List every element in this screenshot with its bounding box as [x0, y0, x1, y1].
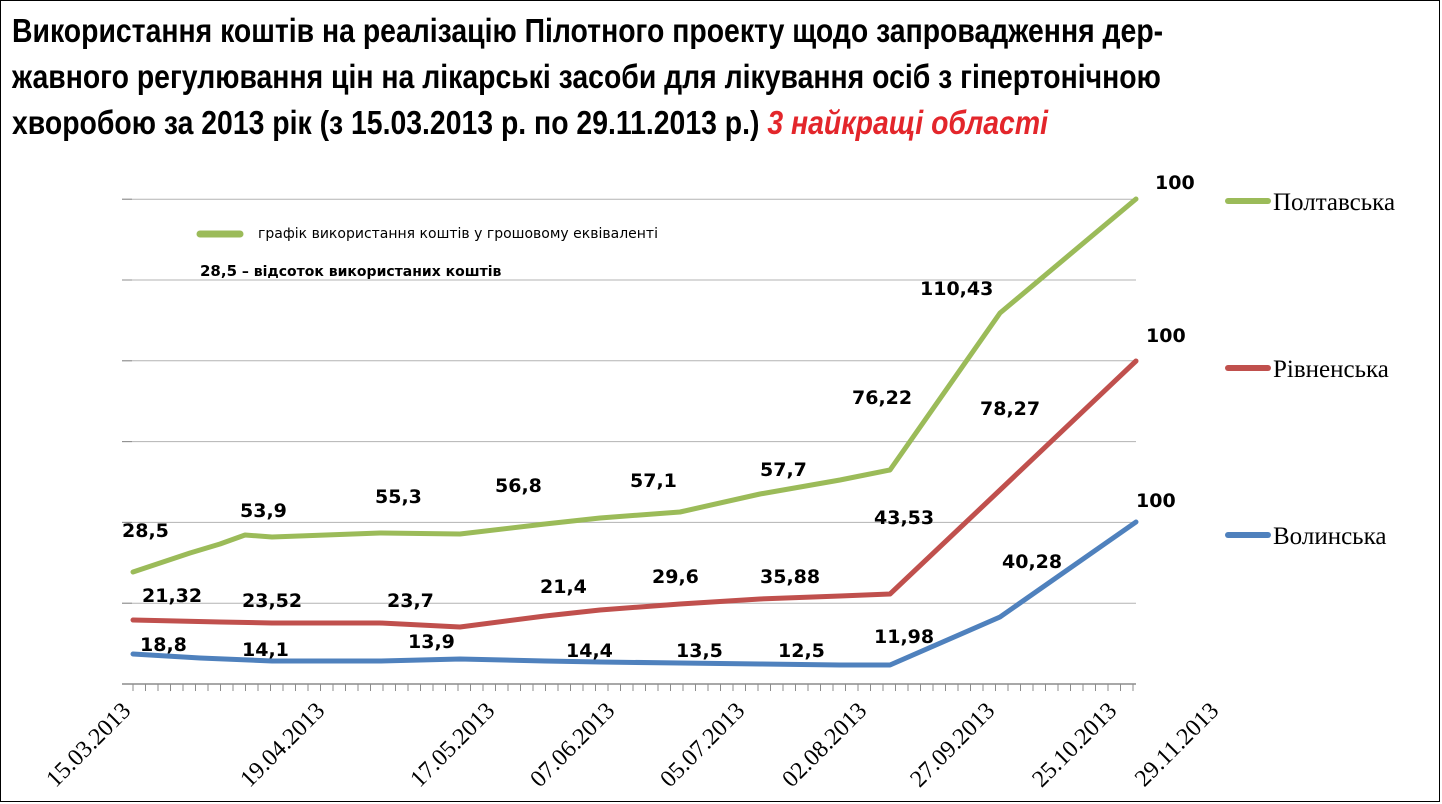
x-tick-labels: 15.03.2013 19.04.2013 17.05.2013 07.06.2013… [41, 698, 1224, 793]
data-label: 21,32 [142, 585, 202, 607]
legend: Полтавська Рівненська Волинська [1225, 189, 1395, 550]
title-line-3-text: хворобою за 2013 рік (з 15.03.2013 р. по… [12, 104, 768, 141]
note-value-text: – відсоток використаних коштів [237, 264, 502, 280]
data-label: 11,98 [874, 626, 934, 648]
data-label: 18,8 [140, 634, 187, 656]
data-label: 56,8 [495, 475, 542, 497]
title-highlight: 3 найкращі області [767, 104, 1048, 141]
chart-title: Використання коштів на реалізацію Пілотн… [12, 8, 1233, 146]
axes [122, 198, 1136, 691]
data-label: 28,5 [122, 520, 169, 542]
data-label: 12,5 [778, 640, 825, 662]
x-tick-label: 05.07.2013 [655, 698, 750, 793]
note-sample-number: 28,5 [200, 262, 237, 280]
data-label: 23,7 [387, 590, 434, 612]
note-series-text: графік використання коштів у грошовому е… [258, 226, 658, 242]
legend-label: Волинська [1273, 523, 1386, 550]
data-label: 23,52 [242, 590, 302, 612]
data-label: 53,9 [240, 500, 287, 522]
data-label: 110,43 [920, 278, 993, 300]
x-tick-label: 07.06.2013 [525, 698, 620, 793]
series-line-poltava [130, 196, 1139, 575]
x-tick-label: 27.09.2013 [905, 698, 1000, 793]
data-label: 21,4 [540, 576, 587, 598]
x-tick-label: 15.03.2013 [41, 698, 136, 793]
legend-label: Полтавська [1273, 189, 1395, 216]
data-labels: 28,5 53,9 55,3 56,8 57,1 57,7 76,22 110,43 100 21… [122, 172, 1195, 662]
data-label: 35,88 [760, 566, 820, 588]
data-label: 100 [1155, 172, 1195, 194]
data-label: 43,53 [874, 507, 934, 529]
x-tick-label: 17.05.2013 [405, 698, 500, 793]
data-label: 57,7 [760, 459, 807, 481]
data-label: 78,27 [980, 398, 1040, 420]
data-label: 57,1 [630, 470, 677, 492]
series-lines [130, 196, 1139, 668]
data-label: 13,9 [408, 631, 455, 653]
x-tick-label: 02.08.2013 [777, 698, 872, 793]
x-tick-label: 25.10.2013 [1027, 698, 1122, 793]
x-tick-label: 19.04.2013 [235, 698, 330, 793]
data-label: 14,4 [566, 640, 613, 662]
data-label: 100 [1146, 325, 1186, 347]
title-line-3: хворобою за 2013 рік (з 15.03.2013 р. по… [12, 100, 1233, 146]
gridlines [122, 198, 1136, 604]
data-label: 13,5 [676, 640, 723, 662]
series-line-volyn [130, 519, 1139, 668]
data-label: 29,6 [652, 566, 699, 588]
series-line-rivne [130, 358, 1139, 630]
note-sample-value: 28,5 – відсоток використаних коштів [200, 262, 502, 280]
data-label: 40,28 [1002, 551, 1062, 573]
chart-note: графік використання коштів у грошовому е… [196, 226, 658, 280]
legend-label: Рівненська [1273, 356, 1389, 383]
title-line-2: жавного регулювання цін на лікарські зас… [12, 58, 1161, 95]
data-label: 100 [1136, 490, 1176, 512]
data-label: 55,3 [375, 486, 422, 508]
x-tick-label: 29.11.2013 [1130, 698, 1224, 792]
data-label: 76,22 [852, 387, 912, 409]
title-line-1: Використання коштів на реалізацію Пілотн… [12, 12, 1164, 49]
data-label: 14,1 [242, 639, 289, 661]
